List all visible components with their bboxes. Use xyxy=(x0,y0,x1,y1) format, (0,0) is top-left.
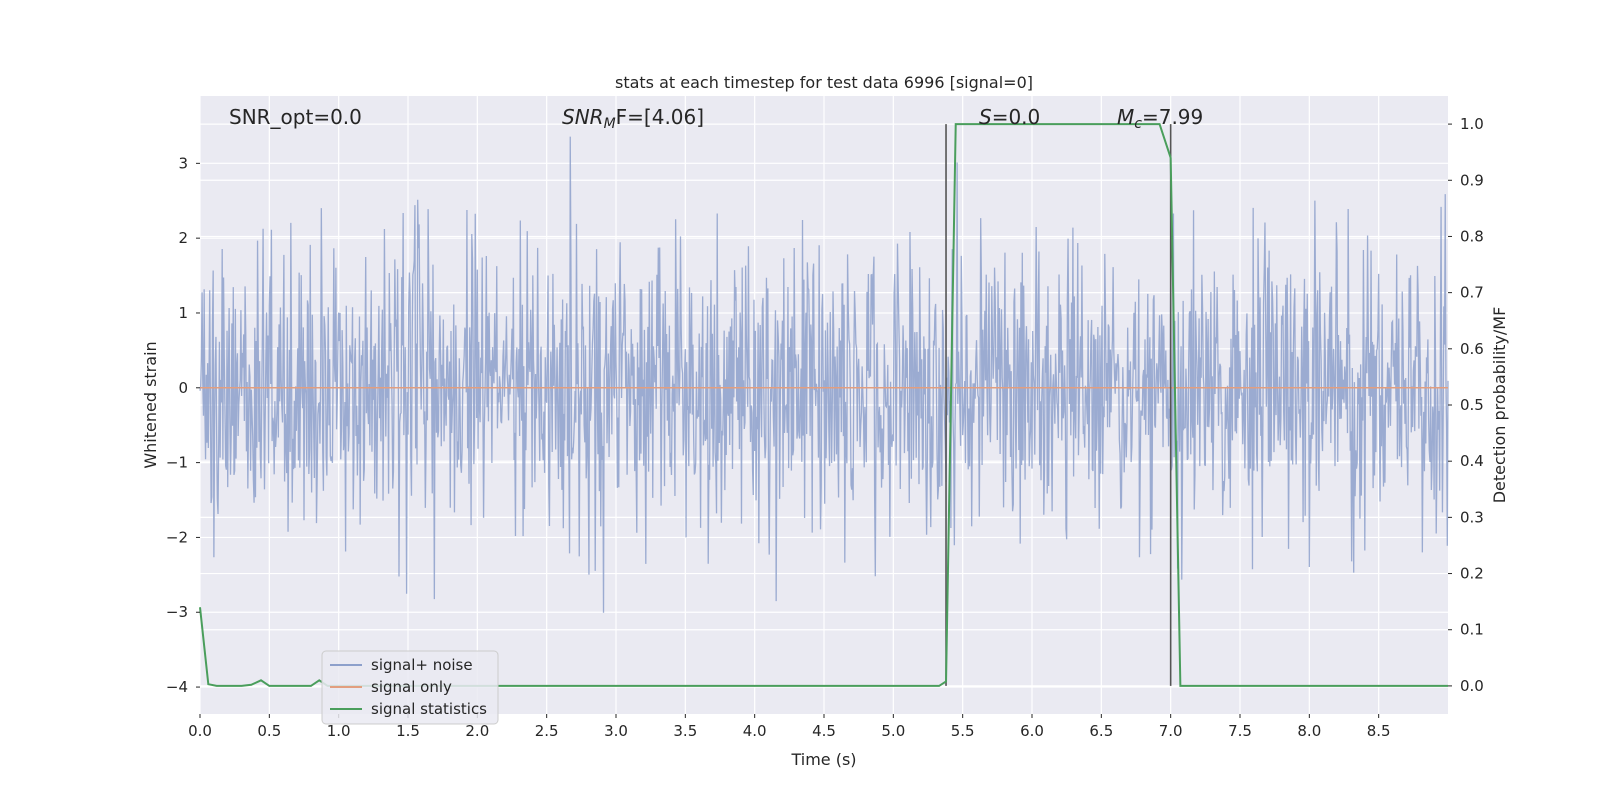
legend-label-noise: signal+ noise xyxy=(371,656,473,674)
x-tick-label-3: 1.5 xyxy=(396,722,420,740)
yl-tick-label-4: −1 xyxy=(166,454,188,472)
x-tick-label-12: 6.0 xyxy=(1020,722,1044,740)
yr-tick-label-3: 0.7 xyxy=(1460,284,1484,302)
s-annotation: S=0.0 xyxy=(979,105,1040,129)
snr-opt-annotation: SNR_opt=0.0 xyxy=(229,105,362,129)
yl-tick-label-5: −2 xyxy=(166,528,188,546)
yr-tick-label-7: 0.3 xyxy=(1460,508,1484,526)
legend-box xyxy=(321,650,499,725)
signal-noise-series xyxy=(199,136,1449,613)
yl-tick-label-2: 1 xyxy=(178,304,188,322)
x-tick-label-17: 8.5 xyxy=(1367,722,1391,740)
signal-noise-line xyxy=(199,136,1449,613)
x-tick-label-0: 0.0 xyxy=(188,722,212,740)
snr-mf-annotation: SNRMF=[4.06] xyxy=(562,105,704,132)
right-y-axis-ticks: 1.0 0.9 0.8 0.7 0.6 0.5 0.4 0.3 0.2 0.1 0.0 xyxy=(1448,115,1484,695)
right-y-axis-label: Detection probability/MF xyxy=(1490,307,1509,504)
mc-annotation: Mc=7.99 xyxy=(1117,105,1203,132)
x-tick-label-7: 3.5 xyxy=(673,722,697,740)
legend-label-signal-only: signal only xyxy=(371,678,452,696)
x-axis-ticks: 0.0 0.5 1.0 1.5 2.0 2.5 3.0 3.5 4.0 4.5 5.0 5.5 6.0 6… xyxy=(188,714,1391,740)
left-y-axis-ticks: 3 2 1 0 −1 −2 −3 −4 xyxy=(166,154,200,696)
x-tick-label-8: 4.0 xyxy=(743,722,767,740)
x-tick-label-1: 0.5 xyxy=(257,722,281,740)
yr-tick-label-9: 0.1 xyxy=(1460,621,1484,639)
x-tick-label-14: 7.0 xyxy=(1159,722,1183,740)
x-tick-label-5: 2.5 xyxy=(535,722,559,740)
x-tick-label-16: 8.0 xyxy=(1297,722,1321,740)
grid-lines xyxy=(199,96,1448,714)
x-tick-label-11: 5.5 xyxy=(951,722,975,740)
legend-label-statistics: signal statistics xyxy=(371,700,487,718)
yl-tick-label-7: −4 xyxy=(166,678,188,696)
yr-tick-label-4: 0.6 xyxy=(1460,340,1484,358)
x-tick-label-9: 4.5 xyxy=(812,722,836,740)
x-axis-label: Time (s) xyxy=(790,750,856,769)
yr-tick-label-5: 0.5 xyxy=(1460,396,1484,414)
yr-tick-label-0: 1.0 xyxy=(1460,115,1484,133)
vertical-markers xyxy=(945,124,1172,686)
yl-tick-label-0: 3 xyxy=(178,154,188,172)
legend: signal+ noise signal only signal statist… xyxy=(321,650,499,725)
yr-tick-label-1: 0.9 xyxy=(1460,171,1484,189)
yr-tick-label-8: 0.2 xyxy=(1460,565,1484,583)
x-tick-label-2: 1.0 xyxy=(327,722,351,740)
yl-tick-label-1: 2 xyxy=(178,229,188,247)
yr-tick-label-2: 0.8 xyxy=(1460,227,1484,245)
yl-tick-label-6: −3 xyxy=(166,603,188,621)
x-tick-label-13: 6.5 xyxy=(1089,722,1113,740)
x-tick-label-15: 7.5 xyxy=(1228,722,1252,740)
x-tick-label-4: 2.0 xyxy=(465,722,489,740)
yr-tick-label-6: 0.4 xyxy=(1460,452,1484,470)
x-tick-label-6: 3.0 xyxy=(604,722,628,740)
yl-tick-label-3: 0 xyxy=(178,379,188,397)
x-tick-label-10: 5.0 xyxy=(881,722,905,740)
left-y-axis-label: Whitened strain xyxy=(141,341,160,468)
chart-title: stats at each timestep for test data 699… xyxy=(615,73,1033,92)
yr-tick-label-10: 0.0 xyxy=(1460,677,1484,695)
